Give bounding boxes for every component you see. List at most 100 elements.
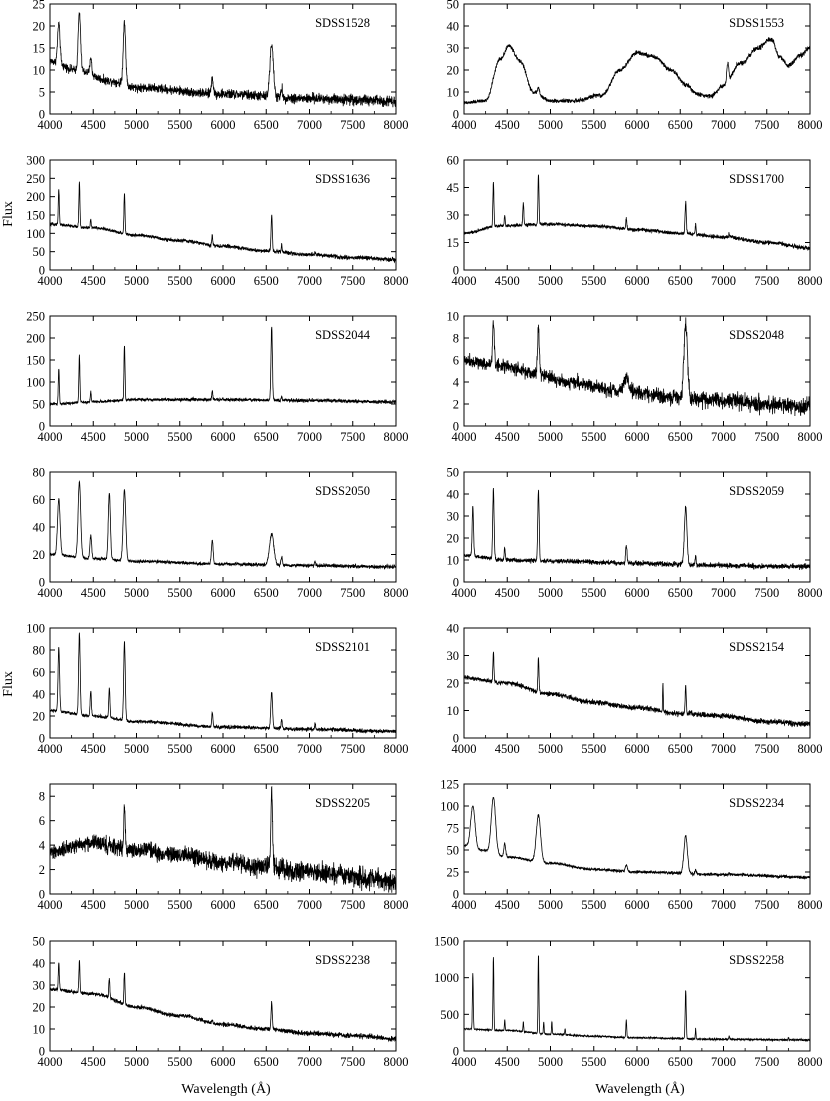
panel-sdss2234-spectrum-line [464, 796, 810, 880]
panel-sdss2154-xtick-label: 5500 [581, 742, 606, 756]
panel-sdss2154: 4000 4500 5000 5500 6000 6500 7000 7500 8000 0 10 2… [447, 622, 823, 757]
panel-sdss2234-xtick-label: 5500 [581, 898, 606, 912]
panel-sdss2044-xtick-label: 8000 [384, 430, 409, 444]
panel-sdss2258-xtick-label: 6500 [668, 1055, 693, 1069]
panel-sdss2059-xtick-label: 8000 [798, 586, 823, 600]
panel-sdss2234-ytick-label: 125 [440, 778, 459, 792]
panel-sdss2059-ytick-label: 40 [447, 488, 460, 502]
panel-sdss1553: 4000 4500 5000 5500 6000 6500 7000 7500 8000 0 10 2… [447, 0, 823, 132]
panel-sdss2044-xtick-label: 7500 [340, 430, 365, 444]
panel-sdss2234-xtick-label: 7000 [711, 898, 736, 912]
panel-sdss2205-xtick-label: 6500 [254, 898, 279, 912]
panel-sdss2154-ytick-label: 40 [447, 622, 460, 636]
panel-sdss1700-spectrum-line [464, 174, 810, 251]
panel-sdss2101-xtick-label: 5500 [167, 742, 192, 756]
panel-sdss1636-xtick-label: 5000 [124, 274, 149, 288]
panel-sdss1636-spectrum-line [50, 181, 396, 264]
panel-sdss2044-spectrum-line [50, 326, 396, 407]
panel-sdss1636-ytick-label: 150 [26, 209, 45, 223]
panel-sdss1700-xtick-label: 6000 [625, 274, 650, 288]
panel-sdss1553-xtick-label: 5000 [538, 118, 563, 132]
panel-sdss2205-label: SDSS2205 [315, 796, 370, 810]
panel-sdss1528-xtick-label: 6500 [254, 118, 279, 132]
panel-sdss2101-xtick-label: 7000 [297, 742, 322, 756]
panel-sdss2258-ytick-label: 0 [453, 1045, 459, 1059]
panel-sdss2059-ytick-label: 50 [447, 466, 460, 480]
panel-sdss2050-ytick-label: 80 [33, 466, 46, 480]
panel-sdss2258-xtick-label: 4500 [495, 1055, 520, 1069]
panel-sdss2044-xtick-label: 5000 [124, 430, 149, 444]
panel-sdss2048-xtick-label: 5500 [581, 430, 606, 444]
y-axis-title-bottom: Flux [1, 671, 16, 697]
panel-sdss1553-label: SDSS1553 [729, 16, 784, 30]
panel-sdss2044: 4000 4500 5000 5500 6000 6500 7000 7500 8000 0 50 1… [26, 310, 408, 445]
panel-sdss1700-ytick-label: 0 [453, 264, 459, 278]
panel-sdss1553-xtick-label: 6000 [625, 118, 650, 132]
panel-sdss1553-xtick-label: 7500 [754, 118, 779, 132]
panel-sdss2044-ytick-label: 200 [26, 332, 45, 346]
panel-sdss2050-xtick-label: 4000 [38, 586, 63, 600]
panel-sdss2044-ytick-label: 150 [26, 354, 45, 368]
panel-sdss2234-ytick-label: 25 [447, 866, 460, 880]
panel-sdss2059-spectrum-line [464, 487, 810, 571]
panel-sdss2205-ytick-label: 0 [39, 888, 45, 902]
panel-sdss2258-xtick-label: 5500 [581, 1055, 606, 1069]
panels-group: 4000 4500 5000 5500 6000 6500 7000 7500 80000510… [26, 0, 822, 1069]
panel-sdss2048-xtick-label: 4500 [495, 430, 520, 444]
panel-sdss2154-spectrum-line [464, 651, 810, 728]
panel-sdss1636-xtick-label: 4000 [38, 274, 63, 288]
panel-sdss2234-ytick-label: 75 [447, 822, 460, 836]
panel-sdss1528-xtick-label: 4000 [38, 118, 63, 132]
panel-sdss2050-ytick-label: 20 [33, 548, 46, 562]
panel-sdss2044-xtick-label: 6500 [254, 430, 279, 444]
panel-sdss1528-ytick-label: 25 [33, 0, 46, 12]
panel-sdss1528-ytick-label: 5 [39, 86, 45, 100]
panel-sdss2101-ytick-label: 60 [33, 666, 46, 680]
panel-sdss2044-label: SDSS2044 [315, 328, 371, 342]
panel-sdss2048-ytick-label: 2 [453, 398, 459, 412]
panel-sdss1700-xtick-label: 5000 [538, 274, 563, 288]
panel-sdss2101-ytick-label: 0 [39, 732, 45, 746]
panel-sdss2101-ytick-label: 20 [33, 710, 46, 724]
panel-sdss2258-xtick-label: 6000 [625, 1055, 650, 1069]
panel-sdss2234-xtick-label: 4500 [495, 898, 520, 912]
panel-sdss2205-xtick-label: 6000 [211, 898, 236, 912]
panel-sdss2059-xtick-label: 6000 [625, 586, 650, 600]
panel-sdss2234: 4000 4500 5000 5500 6000 6500 7000 7500 8000 0 25 5… [440, 778, 822, 913]
panel-sdss2044-ytick-label: 50 [33, 398, 46, 412]
panel-sdss1528-xtick-label: 5500 [167, 118, 192, 132]
panel-sdss1636-xtick-label: 6500 [254, 274, 279, 288]
panel-sdss1553-xtick-label: 5500 [581, 118, 606, 132]
panel-sdss1636-ytick-label: 250 [26, 172, 45, 186]
panel-sdss2154-xtick-label: 8000 [798, 742, 823, 756]
panel-sdss2154-xtick-label: 7000 [711, 742, 736, 756]
panel-sdss2238-spectrum-line [50, 960, 396, 1043]
panel-sdss2234-xtick-label: 8000 [798, 898, 823, 912]
panel-sdss2059-xtick-label: 7000 [711, 586, 736, 600]
panel-sdss1553-ytick-label: 30 [447, 42, 460, 56]
panel-sdss2205-xtick-label: 5500 [167, 898, 192, 912]
panel-sdss1700-xtick-label: 6500 [668, 274, 693, 288]
panel-sdss2101-xtick-label: 7500 [340, 742, 365, 756]
panel-sdss2059-xtick-label: 4500 [495, 586, 520, 600]
panel-sdss1700-xtick-label: 4000 [452, 274, 477, 288]
panel-sdss2050-xtick-label: 6000 [211, 586, 236, 600]
panel-sdss2044-ytick-label: 250 [26, 310, 45, 324]
panel-sdss2234-xtick-label: 5000 [538, 898, 563, 912]
panel-sdss2258-xtick-label: 4000 [452, 1055, 477, 1069]
panel-sdss2154-xtick-label: 6000 [625, 742, 650, 756]
panel-sdss2048-xtick-label: 6000 [625, 430, 650, 444]
panel-sdss2238-xtick-label: 6000 [211, 1055, 236, 1069]
panel-sdss2258-xtick-label: 8000 [798, 1055, 823, 1069]
panel-sdss1700-ytick-label: 45 [447, 181, 460, 195]
panel-sdss2048-ytick-label: 0 [453, 420, 459, 434]
panel-sdss2048-xtick-label: 8000 [798, 430, 823, 444]
panel-sdss2044-xtick-label: 4000 [38, 430, 63, 444]
panel-sdss2154-label: SDSS2154 [729, 640, 785, 654]
panel-sdss2238-xtick-label: 6500 [254, 1055, 279, 1069]
panel-sdss2258-ytick-label: 1000 [434, 971, 459, 985]
panel-sdss2258: 4000 4500 5000 5500 6000 6500 7000 7500 8000 0 500… [434, 935, 823, 1070]
x-axis-title-left: Wavelength (Å) [181, 1081, 271, 1097]
panel-sdss1636-ytick-label: 0 [39, 264, 45, 278]
panel-sdss2154-ytick-label: 30 [447, 649, 460, 663]
